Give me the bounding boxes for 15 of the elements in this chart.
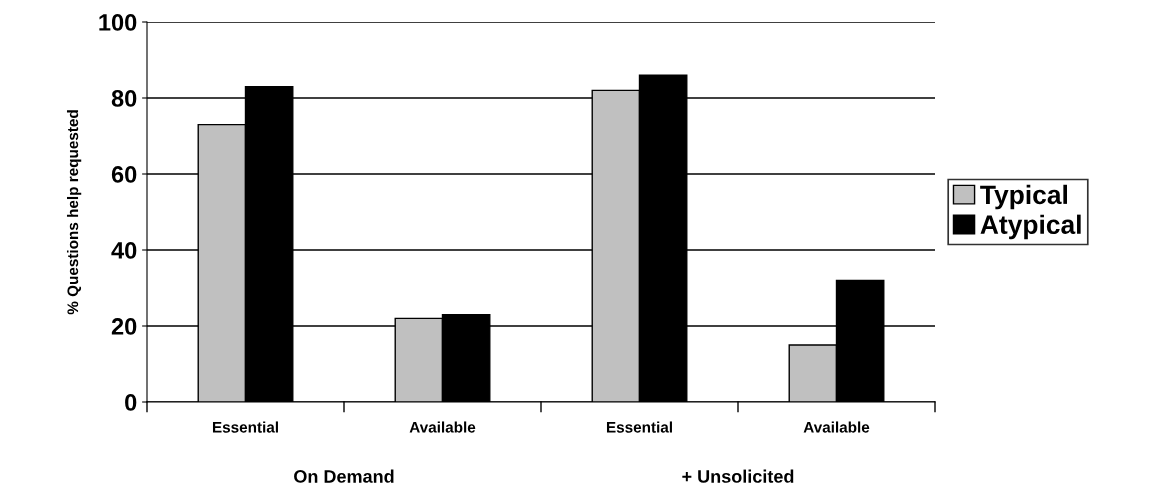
y-tick-label: 0 bbox=[125, 394, 137, 411]
y-tick-label: 100 bbox=[99, 14, 137, 31]
y-axis-title: % Questions help requested bbox=[66, 110, 82, 315]
x-tick-label: Available bbox=[803, 421, 870, 433]
x-tick-label: Essential bbox=[606, 421, 672, 433]
y-tick-label: 40 bbox=[111, 242, 137, 259]
y-tick-label: 80 bbox=[111, 90, 137, 107]
x-tick-label: Essential bbox=[212, 421, 278, 433]
legend-label: Typical bbox=[980, 184, 1067, 210]
x-tick-label: Available bbox=[409, 421, 476, 433]
text: On Demand bbox=[294, 469, 394, 483]
y-tick-label: 60 bbox=[111, 166, 137, 183]
y-tick-label: 20 bbox=[111, 318, 137, 335]
text: + Unsolicited bbox=[682, 469, 794, 483]
legend-label: Atypical bbox=[980, 214, 1081, 240]
